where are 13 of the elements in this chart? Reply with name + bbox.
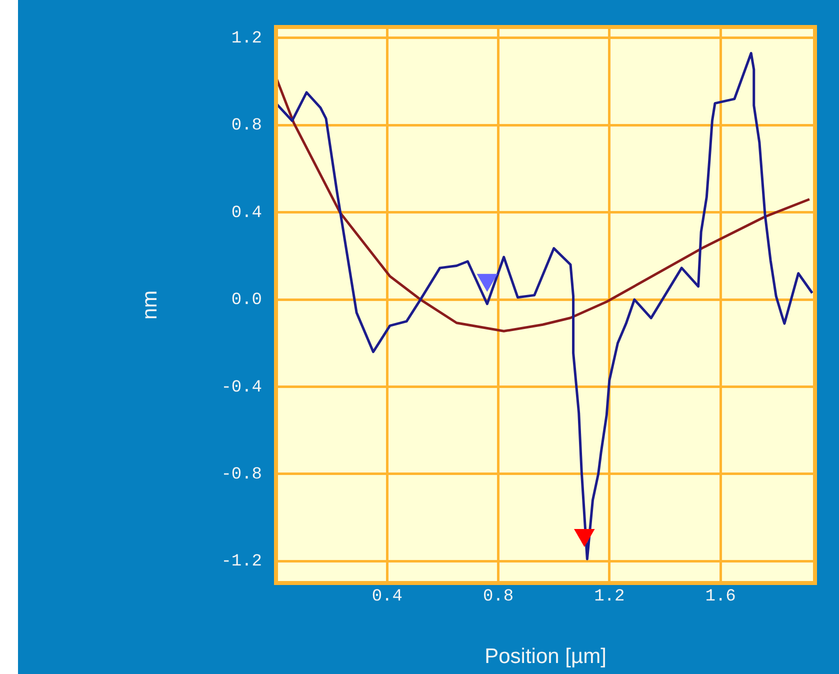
y-tick-label: -1.2 [221,552,262,572]
x-tick-label: 0.8 [482,588,514,607]
y-tick-label: -0.4 [221,378,262,398]
x-tick-label: 1.2 [594,588,625,607]
x-tick-label: 1.6 [705,588,736,607]
y-tick-label: -0.8 [221,465,262,484]
y-tick-label: 1.2 [231,29,262,48]
y-tick-label: 0.0 [231,291,262,310]
x-tick-label: 0.4 [372,588,402,607]
y-axis-title: nm [138,290,162,320]
y-tick-label: 0.8 [231,116,262,136]
y-tick-label: 0.4 [231,204,262,223]
x-axis-title: Position [µm] [484,645,606,668]
